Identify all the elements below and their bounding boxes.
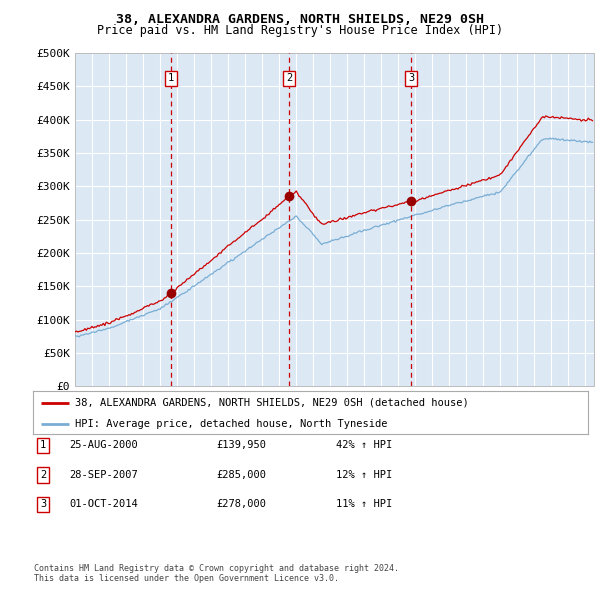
Text: 2: 2 (286, 73, 292, 83)
Text: 11% ↑ HPI: 11% ↑ HPI (336, 500, 392, 509)
Text: £285,000: £285,000 (216, 470, 266, 480)
Text: Contains HM Land Registry data © Crown copyright and database right 2024.
This d: Contains HM Land Registry data © Crown c… (34, 563, 399, 583)
Text: £278,000: £278,000 (216, 500, 266, 509)
Text: 38, ALEXANDRA GARDENS, NORTH SHIELDS, NE29 0SH: 38, ALEXANDRA GARDENS, NORTH SHIELDS, NE… (116, 13, 484, 26)
Text: 38, ALEXANDRA GARDENS, NORTH SHIELDS, NE29 0SH (detached house): 38, ALEXANDRA GARDENS, NORTH SHIELDS, NE… (74, 398, 469, 408)
Text: Price paid vs. HM Land Registry's House Price Index (HPI): Price paid vs. HM Land Registry's House … (97, 24, 503, 37)
Text: 1: 1 (168, 73, 174, 83)
Text: 28-SEP-2007: 28-SEP-2007 (69, 470, 138, 480)
Text: 42% ↑ HPI: 42% ↑ HPI (336, 441, 392, 450)
Text: 25-AUG-2000: 25-AUG-2000 (69, 441, 138, 450)
Text: 1: 1 (40, 441, 46, 450)
Text: 01-OCT-2014: 01-OCT-2014 (69, 500, 138, 509)
Text: HPI: Average price, detached house, North Tyneside: HPI: Average price, detached house, Nort… (74, 419, 387, 429)
Text: £139,950: £139,950 (216, 441, 266, 450)
Text: 2: 2 (40, 470, 46, 480)
Text: 12% ↑ HPI: 12% ↑ HPI (336, 470, 392, 480)
Text: 3: 3 (40, 500, 46, 509)
Text: 3: 3 (408, 73, 414, 83)
